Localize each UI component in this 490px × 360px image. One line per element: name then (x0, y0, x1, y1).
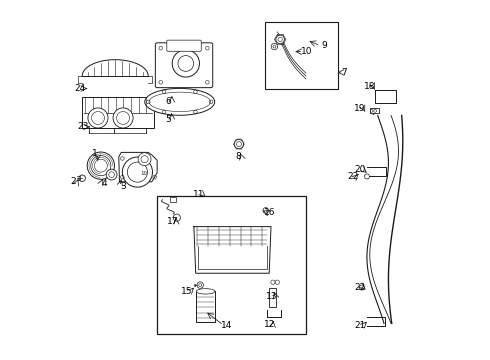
Ellipse shape (196, 289, 215, 294)
Text: 18: 18 (364, 82, 375, 91)
Text: 13: 13 (266, 292, 278, 301)
Bar (265, 22, 338, 89)
Circle shape (197, 282, 203, 288)
Text: 24: 24 (74, 84, 86, 93)
Text: 23: 23 (77, 122, 89, 131)
Circle shape (359, 285, 365, 290)
Circle shape (88, 108, 108, 128)
Text: 14: 14 (221, 321, 233, 330)
Circle shape (113, 108, 133, 128)
Bar (270, 288, 276, 307)
FancyBboxPatch shape (170, 197, 176, 202)
Text: 21: 21 (354, 321, 366, 330)
Text: 17: 17 (167, 217, 178, 226)
FancyBboxPatch shape (167, 40, 201, 51)
Text: 7: 7 (341, 68, 346, 77)
Circle shape (271, 43, 278, 50)
Text: 19: 19 (354, 104, 366, 113)
Circle shape (122, 157, 152, 187)
Text: 8: 8 (235, 152, 241, 161)
Text: 20: 20 (354, 166, 366, 175)
Circle shape (87, 152, 115, 179)
FancyBboxPatch shape (155, 43, 213, 87)
Bar (370, 108, 379, 113)
Circle shape (106, 169, 117, 180)
Text: 2: 2 (71, 177, 76, 186)
Circle shape (138, 153, 151, 166)
Circle shape (365, 174, 369, 179)
Text: 16: 16 (264, 208, 276, 217)
Text: 3: 3 (120, 182, 126, 191)
Bar (157, 196, 306, 334)
Text: 10: 10 (301, 47, 313, 56)
Polygon shape (194, 226, 271, 273)
Text: 1: 1 (92, 149, 97, 158)
Circle shape (79, 175, 85, 181)
FancyBboxPatch shape (82, 97, 153, 128)
Circle shape (173, 214, 180, 221)
Circle shape (172, 50, 199, 77)
Text: 15: 15 (181, 287, 193, 296)
Text: 5: 5 (166, 114, 171, 123)
Text: 22: 22 (347, 172, 358, 181)
Bar (196, 291, 215, 322)
Circle shape (234, 139, 244, 149)
Text: 10: 10 (140, 171, 147, 176)
Text: 6: 6 (166, 96, 171, 105)
Text: 9: 9 (321, 41, 327, 50)
Ellipse shape (145, 88, 215, 115)
Text: 11: 11 (194, 190, 205, 199)
Circle shape (276, 35, 285, 44)
Text: 4: 4 (101, 179, 107, 188)
Text: 22: 22 (354, 283, 366, 292)
Text: 12: 12 (264, 320, 275, 329)
Polygon shape (119, 152, 157, 182)
Circle shape (263, 208, 269, 213)
